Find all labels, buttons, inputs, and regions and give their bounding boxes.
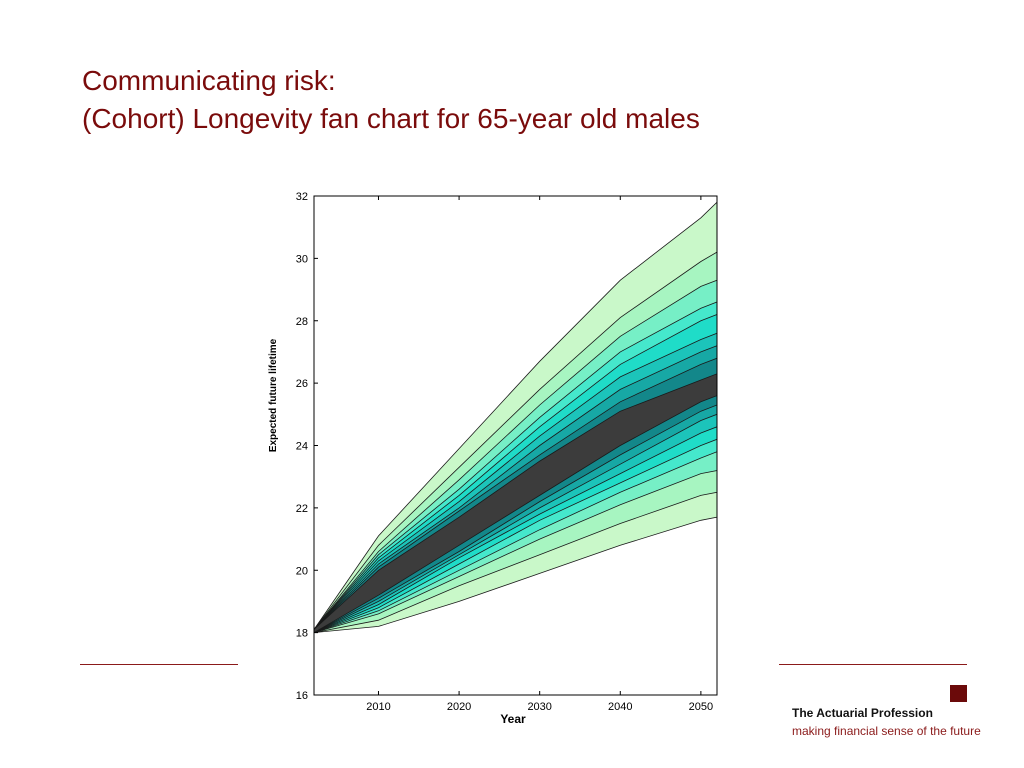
brand-tagline: making financial sense of the future [792, 724, 981, 738]
x-tick-label: 2020 [447, 701, 471, 713]
fan-chart: 16 18 20 22 24 26 28 30 32 2010 2020 2030 2040 2050 E… [258, 184, 728, 730]
brand-square-logo [950, 685, 967, 702]
x-tick-label: 2010 [366, 701, 390, 713]
y-tick-label: 18 [296, 628, 308, 640]
x-tick-label: 2040 [608, 701, 632, 713]
brand-name: The Actuarial Profession [792, 706, 933, 720]
title-line-1: Communicating risk: [82, 65, 336, 96]
y-tick-label: 28 [296, 316, 308, 328]
y-tick-label: 26 [296, 378, 308, 390]
y-tick-label: 30 [296, 253, 308, 265]
divider-right [779, 664, 967, 665]
y-tick-label: 24 [296, 441, 308, 453]
axis-ticks: 16 18 20 22 24 26 28 30 32 2010 2020 2030 2040 2050 [296, 191, 713, 713]
y-tick-label: 32 [296, 191, 308, 203]
divider-left [80, 664, 238, 665]
x-axis-label: Year [500, 712, 526, 726]
fan-bands [313, 201, 718, 634]
y-axis-label: Expected future lifetime [268, 338, 279, 452]
title-line-2: (Cohort) Longevity fan chart for 65-year… [82, 103, 700, 134]
y-tick-label: 22 [296, 503, 308, 515]
x-tick-label: 2050 [689, 701, 713, 713]
y-tick-label: 20 [296, 565, 308, 577]
slide-title: Communicating risk: (Cohort) Longevity f… [82, 62, 700, 138]
fan-chart-svg: 16 18 20 22 24 26 28 30 32 2010 2020 2030 2040 2050 E… [268, 191, 718, 726]
x-tick-label: 2030 [527, 701, 551, 713]
y-tick-label: 16 [296, 690, 308, 702]
